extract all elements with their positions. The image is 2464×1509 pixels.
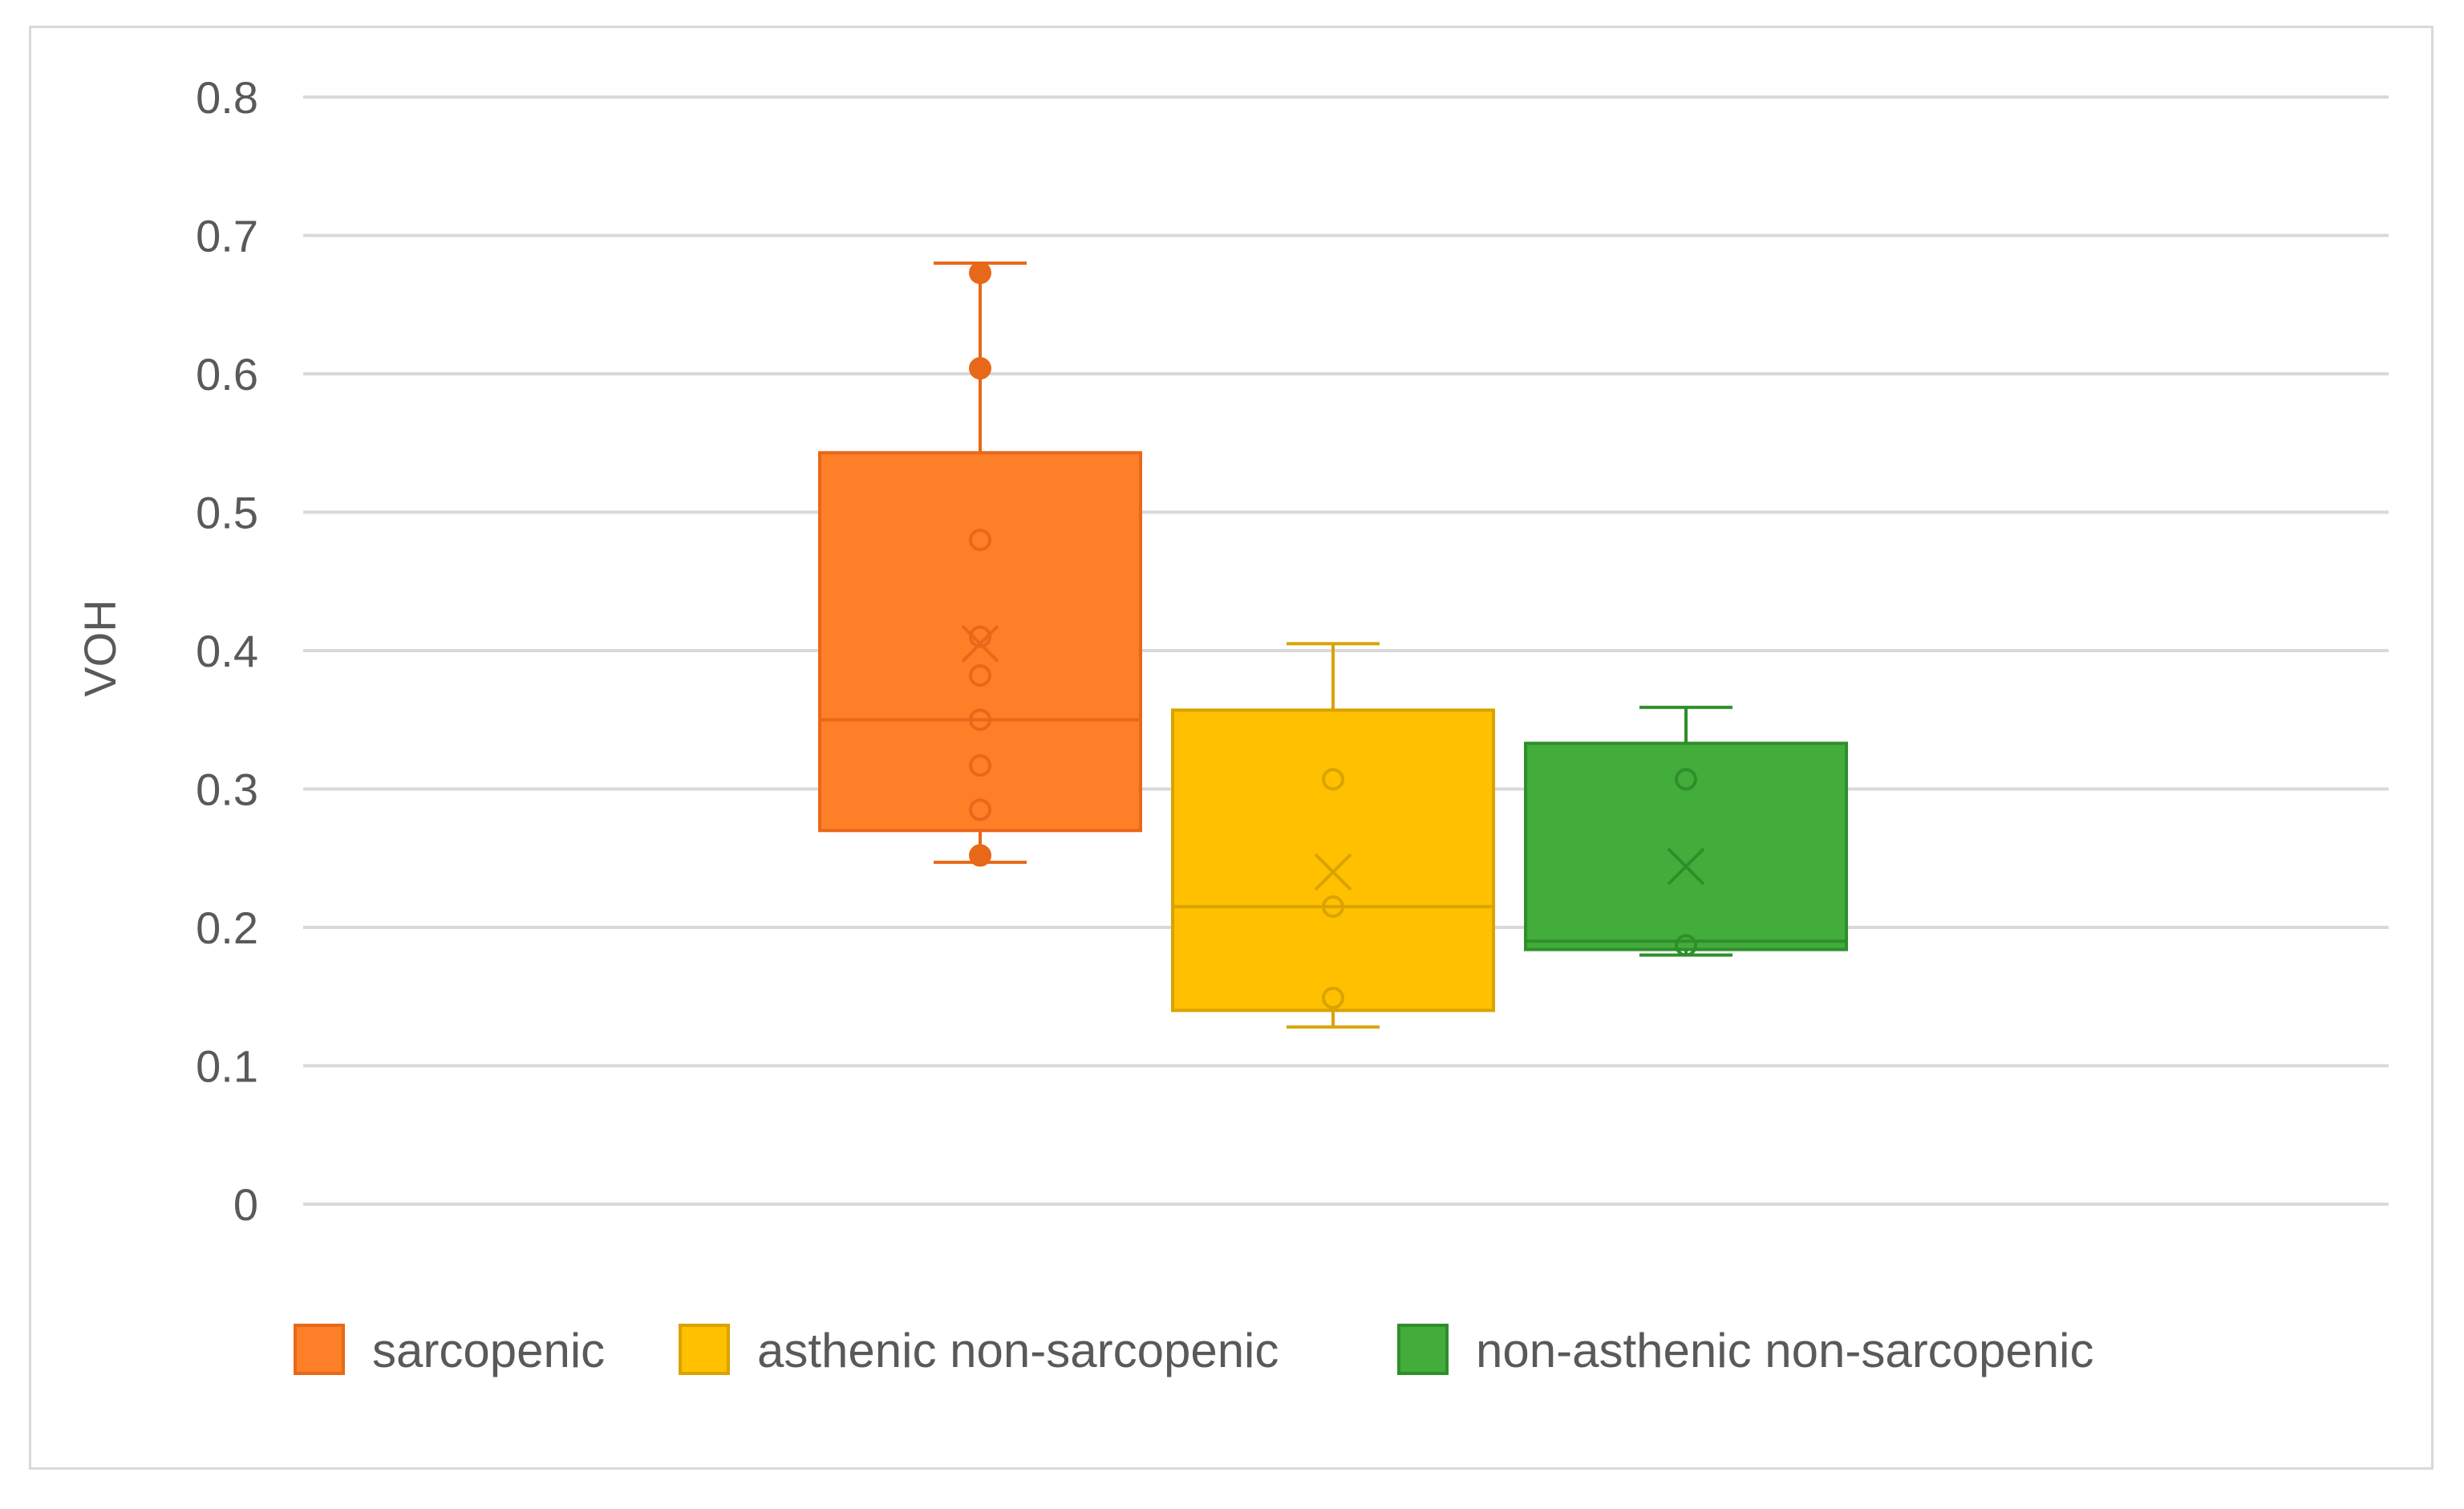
data-point: [1322, 768, 1344, 791]
y-tick-label: 0.4: [196, 626, 258, 676]
data-point: [969, 529, 991, 551]
y-tick-label: 0: [233, 1179, 258, 1230]
data-point: [969, 708, 991, 732]
gridlines: [303, 95, 2389, 1206]
mean-marker: [961, 624, 999, 663]
mean-marker-stroke: [1314, 853, 1352, 891]
box-series: [818, 262, 1848, 1029]
data-point: [969, 754, 991, 777]
legend-label: sarcopenic: [372, 1324, 605, 1377]
data-point: [1675, 934, 1697, 957]
y-tick-label: 0.7: [196, 211, 258, 262]
data-point: [1675, 768, 1697, 791]
legend-swatch: [294, 1324, 345, 1375]
legend-item-2: asthenic non-sarcopenic: [679, 1324, 1279, 1377]
legend-item-3: non-asthenic non-sarcopenic: [1397, 1324, 2093, 1377]
mean-marker-stroke: [1667, 847, 1705, 886]
mean-marker: [1667, 847, 1705, 886]
mean-marker-stroke: [961, 624, 999, 663]
legend: sarcopenic asthenic non-sarcopenic non-ast…: [294, 1324, 2093, 1377]
data-point: [969, 844, 991, 867]
box-3: [1524, 705, 1848, 957]
legend-swatch: [679, 1324, 730, 1375]
y-axis-ticks: 0 0.1 0.2 0.3 0.4 0.5 0.6 0.7 0.8: [196, 72, 258, 1230]
y-tick-label: 0.3: [196, 765, 258, 815]
box-1: [818, 262, 1142, 867]
y-tick-label: 0.8: [196, 72, 258, 123]
box-2: [1171, 642, 1495, 1029]
legend-label: asthenic non-sarcopenic: [757, 1324, 1279, 1377]
legend-item-1: sarcopenic: [294, 1324, 605, 1377]
y-tick-label: 0.5: [196, 488, 258, 538]
legend-label: non-asthenic non-sarcopenic: [1476, 1324, 2093, 1377]
data-point: [969, 798, 991, 821]
y-tick-label: 0.2: [196, 903, 258, 953]
y-tick-label: 0.1: [196, 1041, 258, 1092]
data-point: [1322, 895, 1344, 919]
data-point: [1322, 986, 1344, 1009]
y-tick-label: 0.6: [196, 349, 258, 400]
y-axis-title: VOH: [75, 599, 125, 696]
data-point: [969, 625, 991, 648]
iqr-box: [1171, 708, 1495, 1012]
data-point: [969, 357, 991, 380]
data-point: [969, 262, 991, 285]
legend-swatch: [1397, 1324, 1449, 1375]
data-point: [969, 664, 991, 688]
mean-marker: [1314, 853, 1352, 891]
iqr-box: [1524, 741, 1848, 951]
